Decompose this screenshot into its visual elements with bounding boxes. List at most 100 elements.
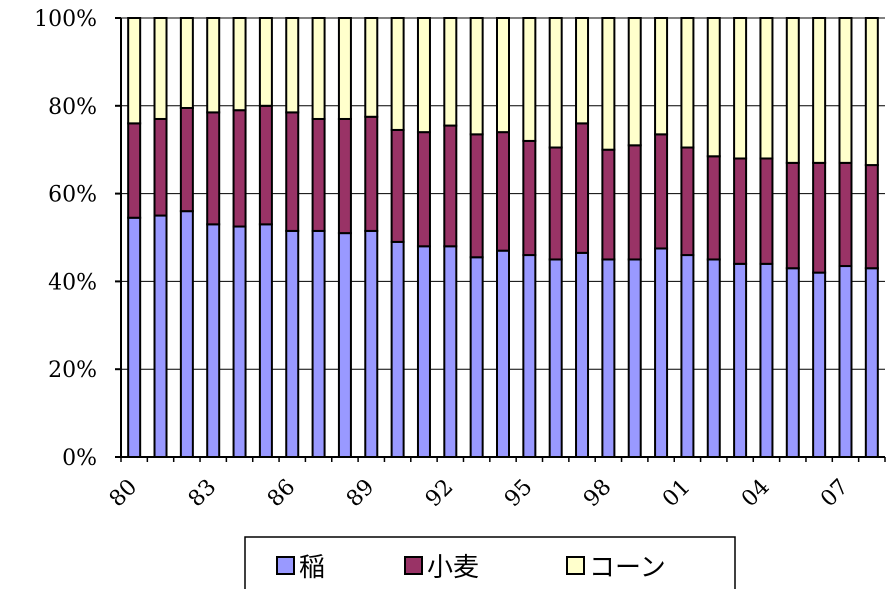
bar-segment — [601, 17, 616, 151]
bar-segment — [206, 223, 221, 458]
bar-segment — [469, 256, 484, 458]
bar-segment — [153, 214, 168, 458]
x-tick-label: 92 — [421, 475, 458, 512]
x-tick-label: 98 — [579, 475, 616, 512]
bar-segment — [627, 144, 642, 261]
y-tick-labels: 0% 20% 40% 60% 80% 100% — [34, 7, 97, 471]
bar-segment — [311, 17, 326, 120]
bar-segment — [627, 17, 642, 147]
bar-segment — [153, 17, 168, 120]
x-tick-label: 04 — [737, 475, 774, 512]
bar-segment — [337, 17, 352, 120]
bar-segment — [759, 262, 774, 458]
y-tick-label: 80% — [48, 95, 97, 120]
bar-segment — [443, 17, 458, 127]
bar-segment — [759, 17, 774, 160]
bar-segment — [838, 265, 853, 458]
bar-segment — [127, 216, 142, 458]
legend-label-corn: コーン — [589, 553, 666, 583]
x-tick-label: 89 — [342, 475, 379, 512]
bar-segment — [311, 229, 326, 458]
axes — [115, 17, 886, 462]
bar-segment — [575, 17, 590, 125]
bar-segment — [601, 148, 616, 261]
bar-segment — [416, 131, 431, 248]
x-tick-label: 83 — [184, 475, 221, 512]
bar-segment — [232, 109, 247, 228]
bar-segment — [285, 111, 300, 232]
x-tick-label: 80 — [105, 475, 142, 512]
bar-segment — [654, 17, 669, 136]
x-tick-label: 01 — [658, 475, 695, 512]
bar-segment — [285, 229, 300, 458]
legend: 稲 小麦 コーン — [244, 536, 736, 589]
bar-segment — [153, 117, 168, 217]
bar-segment — [654, 133, 669, 250]
bar-segment — [522, 254, 537, 458]
bar-segment — [390, 17, 405, 131]
bar-segment — [232, 17, 247, 112]
y-tick-label: 60% — [48, 183, 97, 208]
bars — [127, 17, 879, 459]
bar-segment — [364, 115, 379, 232]
bar-segment — [548, 146, 563, 261]
legend-swatch-rice — [276, 556, 295, 575]
bar-segment — [759, 157, 774, 265]
bar-segment — [548, 17, 563, 149]
bar-segment — [206, 17, 221, 114]
legend-frame — [244, 536, 736, 589]
x-tick-label: 86 — [263, 475, 300, 512]
y-tick-label: 20% — [48, 358, 97, 383]
bar-segment — [812, 17, 827, 164]
bar-segment — [311, 117, 326, 232]
legend-label-rice: 稲 — [299, 553, 325, 583]
bar-segment — [864, 267, 879, 459]
bar-segment — [838, 17, 853, 164]
bar-segment — [496, 17, 510, 134]
bar-segment — [416, 17, 431, 134]
bar-segment — [706, 258, 721, 459]
bar-segment — [232, 225, 247, 458]
y-tick-label: 100% — [34, 7, 97, 32]
bar-segment — [364, 17, 379, 118]
bar-segment — [416, 245, 431, 458]
bar-segment — [337, 117, 352, 235]
bar-segment — [469, 17, 484, 136]
bar-segment — [680, 146, 695, 257]
bar-segment — [469, 133, 484, 259]
bar-segment — [680, 254, 695, 458]
bar-segment — [127, 17, 142, 125]
bar-segment — [179, 106, 194, 213]
bar-segment — [864, 164, 879, 270]
y-tick-label: 0% — [62, 446, 97, 471]
bar-segment — [733, 157, 748, 265]
bar-segment — [733, 17, 748, 160]
bar-segment — [812, 271, 827, 458]
x-tick-label: 95 — [500, 475, 537, 512]
legend-label-wheat: 小麦 — [427, 553, 479, 583]
bar-segment — [179, 17, 194, 109]
bar-segment — [838, 161, 853, 268]
bar-segment — [496, 131, 510, 252]
bar-segment — [206, 111, 221, 226]
bar-segment — [364, 229, 379, 458]
bar-segment — [706, 17, 721, 158]
bar-segment — [390, 128, 405, 243]
bar-segment — [864, 17, 879, 167]
bar-segment — [258, 104, 273, 226]
bar-segment — [575, 251, 590, 458]
bar-segment — [733, 262, 748, 458]
bar-segment — [785, 267, 800, 459]
bar-segment — [390, 240, 405, 458]
bar-segment — [337, 232, 352, 458]
legend-swatch-wheat — [404, 556, 423, 575]
bar-segment — [127, 122, 142, 219]
bar-segment — [548, 258, 563, 459]
bar-segment — [443, 245, 458, 458]
bar-segment — [496, 249, 510, 458]
bar-segment — [522, 139, 537, 257]
bar-segment — [601, 258, 616, 459]
bar-segment — [680, 17, 695, 149]
bar-segment — [179, 210, 194, 458]
